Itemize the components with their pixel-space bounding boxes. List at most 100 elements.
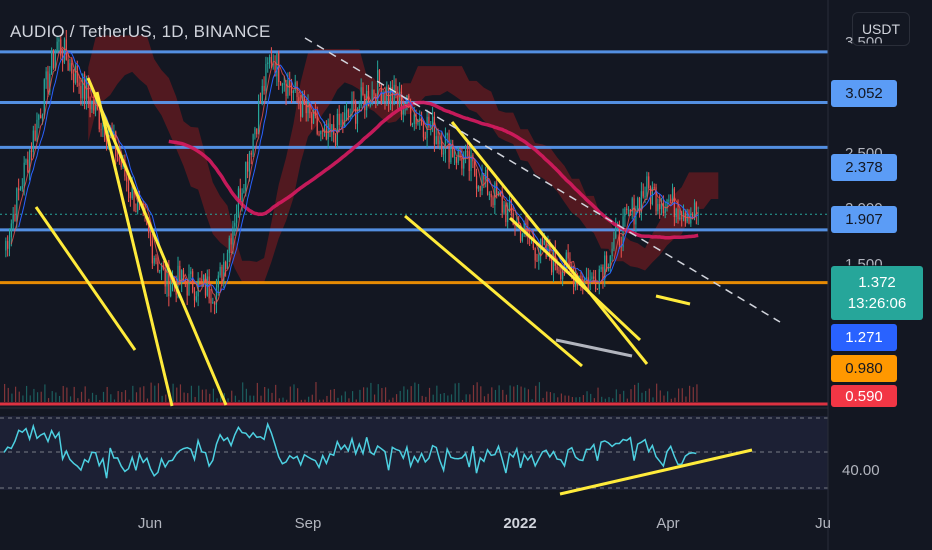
candle-body <box>351 100 353 117</box>
candle-body <box>496 182 498 195</box>
volume-bar <box>366 387 368 402</box>
candle-body <box>644 196 646 198</box>
candle-body <box>45 71 47 80</box>
candle-body <box>671 188 674 201</box>
candle-body <box>199 278 201 280</box>
volume-bar <box>25 385 28 402</box>
candle-body <box>424 137 426 139</box>
rsi-trendline <box>559 448 753 496</box>
candle-body <box>127 181 130 193</box>
volume-bar <box>384 387 387 402</box>
volume-bar <box>135 392 138 402</box>
level-tag-3052[interactable]: 3.052 <box>831 80 897 107</box>
candle-body <box>521 234 523 241</box>
volume-bar <box>469 394 471 402</box>
volume-bar <box>480 386 482 402</box>
volume-bar <box>597 387 599 402</box>
volume-bar <box>172 383 174 402</box>
candle-body <box>356 110 359 124</box>
volume-bar <box>524 387 526 402</box>
candle-body <box>585 277 588 279</box>
price-tick-2000: 2.000 <box>845 200 883 209</box>
candle-body <box>298 97 300 104</box>
candle-body <box>322 130 324 132</box>
level-tag-1907[interactable]: 1.907 <box>831 206 897 233</box>
candle-body <box>104 125 106 141</box>
candle-body <box>272 63 274 65</box>
volume-bar <box>11 393 13 402</box>
candle-body <box>452 147 454 158</box>
candle-body <box>358 105 360 111</box>
candle-body <box>71 63 73 74</box>
candle-body <box>507 205 509 223</box>
candle-body <box>197 278 199 297</box>
volume-bar <box>483 396 486 402</box>
volume-bar <box>615 389 617 402</box>
level-tag-0590[interactable]: 0.590 <box>831 385 897 407</box>
candle-body <box>69 63 71 71</box>
candle-body <box>670 199 672 201</box>
candle-body <box>12 214 14 224</box>
candle-body <box>91 100 93 110</box>
volume-bar <box>667 391 669 402</box>
volume-bar <box>546 391 548 402</box>
candle-body <box>182 270 185 280</box>
candle-body <box>201 279 203 281</box>
candle-body <box>265 64 267 91</box>
volume-bar <box>487 393 489 402</box>
volume-bar <box>689 385 691 402</box>
candle-body <box>323 129 326 131</box>
volume-bar <box>417 383 420 402</box>
level-tag-0980[interactable]: 0.980 <box>831 355 897 382</box>
candle-body <box>483 173 485 180</box>
currency-button[interactable]: USDT <box>852 12 910 46</box>
candle-body <box>344 112 346 127</box>
time-label-jun: Jun <box>137 515 163 532</box>
volume-bar <box>245 388 247 402</box>
candle-body <box>285 83 287 96</box>
candle-body <box>488 193 490 195</box>
candle-body <box>622 216 624 248</box>
candle-body <box>278 53 280 83</box>
volume-bar <box>370 382 372 402</box>
candle-body <box>472 155 474 162</box>
candle-body <box>408 95 410 108</box>
candle-body <box>514 224 516 227</box>
volume-bar <box>132 385 134 402</box>
candle-body <box>421 118 423 126</box>
volume-bar <box>579 396 581 402</box>
candle-body <box>245 161 247 191</box>
candle-body <box>695 202 697 215</box>
candle-body <box>331 124 333 133</box>
volume-bar <box>124 390 127 402</box>
candle-body <box>148 224 150 234</box>
volume-bar <box>165 394 167 402</box>
candle-body <box>181 270 183 284</box>
volume-bar <box>80 391 83 402</box>
volume-bar <box>51 391 53 402</box>
level-tag-2378[interactable]: 2.378 <box>831 154 897 181</box>
candle-body <box>58 39 60 42</box>
volume-bar <box>494 389 497 402</box>
volume-bar <box>421 395 423 402</box>
candle-body <box>149 233 152 241</box>
volume-bar <box>549 392 552 402</box>
candle-body <box>635 211 637 225</box>
volume-bar <box>593 398 595 402</box>
current-price-tag[interactable]: 1.372 13:26:06 <box>831 266 923 320</box>
volume-bar <box>99 399 101 402</box>
candle-body <box>316 115 318 134</box>
candle-body <box>380 85 382 103</box>
level-tag-1271[interactable]: 1.271 <box>831 324 897 351</box>
volume-bar <box>157 383 160 402</box>
chart-title[interactable]: AUDIO / TetherUS, 1D, BINANCE <box>10 22 271 41</box>
candle-body <box>52 50 55 68</box>
candle-body <box>5 241 7 251</box>
candle-body <box>248 152 251 172</box>
volume-bar <box>568 395 570 402</box>
candle-body <box>604 255 606 280</box>
candle-body <box>25 159 27 163</box>
candle-body <box>693 202 696 218</box>
candle-body <box>102 125 104 130</box>
